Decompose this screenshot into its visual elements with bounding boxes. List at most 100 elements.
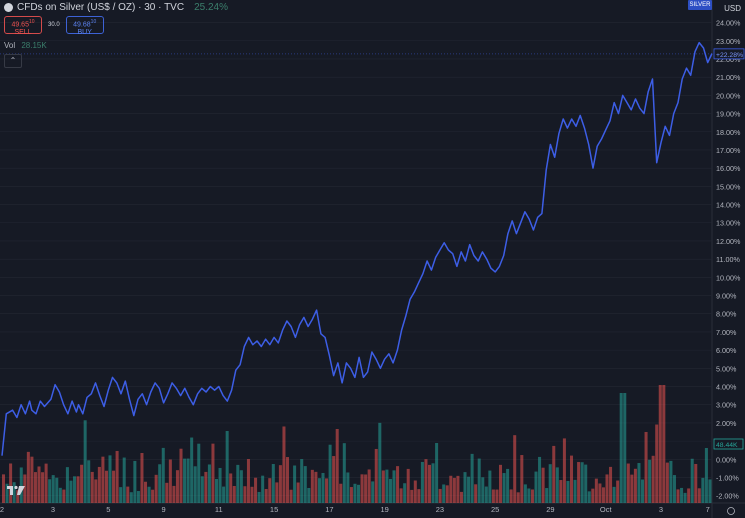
volume-bar bbox=[342, 443, 346, 503]
volume-bar bbox=[48, 479, 52, 503]
chart-legend: CFDs on Silver (US$ / OZ) · 30 · TVC 25.… bbox=[4, 2, 228, 13]
volume-bar bbox=[385, 469, 389, 503]
volume-bar bbox=[428, 464, 432, 503]
volume-bar bbox=[222, 486, 226, 503]
volume-bar bbox=[129, 492, 133, 503]
y-tick-label: 4.00% bbox=[716, 383, 737, 392]
volume-bar bbox=[83, 420, 87, 503]
volume-bar bbox=[16, 490, 20, 503]
volume-bar bbox=[250, 486, 254, 503]
volume-bar bbox=[704, 448, 708, 503]
y-tick-label: 23.00% bbox=[716, 37, 741, 46]
chevron-up-icon[interactable]: ⌃ bbox=[4, 54, 22, 68]
volume-bar bbox=[633, 468, 637, 503]
volume-bar bbox=[33, 472, 37, 503]
volume-bar bbox=[229, 473, 233, 503]
volume-bar bbox=[328, 444, 332, 503]
volume-bar bbox=[136, 491, 140, 503]
volume-bar bbox=[87, 460, 91, 503]
volume-bar bbox=[701, 477, 705, 503]
volume-bar bbox=[523, 484, 527, 503]
volume-bar bbox=[626, 463, 630, 503]
volume-bar bbox=[396, 466, 400, 503]
price-axis bbox=[712, 0, 745, 518]
symbol-title[interactable]: CFDs on Silver (US$ / OZ) · 30 · TVC bbox=[17, 2, 185, 13]
volume-bar bbox=[172, 485, 176, 503]
volume-bar bbox=[168, 459, 172, 503]
volume-label[interactable]: Vol bbox=[4, 41, 16, 50]
volume-bar bbox=[538, 456, 542, 503]
volume-bar bbox=[488, 470, 492, 503]
y-tick-label: 21.00% bbox=[716, 73, 741, 82]
volume-bar bbox=[193, 466, 197, 503]
volume-bar bbox=[388, 478, 392, 503]
volume-bar bbox=[616, 480, 620, 503]
volume-bar bbox=[374, 448, 378, 503]
volume-bar bbox=[516, 492, 520, 503]
volume-bar bbox=[349, 487, 353, 503]
volume-bar bbox=[183, 458, 187, 503]
volume-bar bbox=[26, 451, 30, 503]
volume-bar bbox=[314, 471, 318, 503]
volume-bar bbox=[73, 476, 77, 503]
volume-bar bbox=[690, 458, 694, 503]
spread-value: 30.0 bbox=[48, 22, 60, 28]
currency-label[interactable]: USD bbox=[724, 4, 741, 13]
volume-bar bbox=[271, 464, 275, 503]
volume-bar bbox=[413, 480, 417, 503]
volume-bar bbox=[630, 474, 634, 503]
volume-bar bbox=[200, 476, 204, 503]
volume-bar bbox=[399, 488, 403, 503]
volume-bar bbox=[30, 456, 34, 503]
volume-bar bbox=[570, 455, 574, 503]
y-tick-label: 16.00% bbox=[716, 164, 741, 173]
y-tick-label: 7.00% bbox=[716, 328, 737, 337]
sell-label: SELL bbox=[14, 29, 32, 37]
volume-bar bbox=[683, 492, 687, 503]
x-tick-label: 25 bbox=[491, 505, 499, 514]
volume-bar bbox=[612, 486, 616, 503]
volume-bar bbox=[215, 478, 219, 503]
volume-bar bbox=[484, 486, 488, 503]
volume-bar bbox=[445, 485, 449, 503]
volume-bar bbox=[548, 464, 552, 503]
volume-value: 28.15K bbox=[21, 41, 47, 50]
volume-bar bbox=[406, 468, 410, 503]
price-tag: +22.28% bbox=[716, 52, 743, 59]
volume-bar bbox=[218, 467, 222, 503]
volume-bar bbox=[186, 458, 190, 503]
sell-button[interactable]: 49.6510 SELL bbox=[4, 16, 42, 37]
volume-bar bbox=[417, 489, 421, 503]
volume-bar bbox=[651, 455, 655, 503]
y-tick-label: 24.00% bbox=[716, 19, 741, 28]
buy-button[interactable]: 49.6810 BUY bbox=[65, 16, 104, 36]
volume-bar bbox=[449, 475, 453, 503]
y-tick-label: 14.00% bbox=[716, 201, 741, 210]
volume-bar bbox=[158, 464, 162, 503]
volume-bar bbox=[637, 463, 641, 503]
volume-bar bbox=[452, 477, 456, 503]
volume-bar bbox=[392, 470, 396, 503]
volume-bar bbox=[9, 463, 13, 503]
volume-bar bbox=[502, 473, 506, 503]
y-tick-label: 20.00% bbox=[716, 91, 741, 100]
volume-bar bbox=[97, 466, 101, 503]
volume-bar bbox=[562, 438, 566, 503]
volume-bar bbox=[477, 458, 481, 503]
y-tick-label: 3.00% bbox=[716, 401, 737, 410]
volume-bar bbox=[37, 466, 41, 503]
volume-bar bbox=[527, 488, 531, 503]
volume-bar bbox=[133, 460, 137, 503]
volume-bar bbox=[641, 479, 645, 503]
x-tick-label: 7 bbox=[706, 505, 710, 514]
settings-icon bbox=[727, 507, 735, 515]
volume-bar bbox=[541, 467, 545, 503]
volume-bar bbox=[591, 488, 595, 503]
volume-bar bbox=[509, 489, 513, 503]
volume-bar bbox=[335, 429, 339, 503]
tradingview-logo-icon[interactable] bbox=[6, 484, 26, 496]
volume-bar bbox=[676, 489, 680, 503]
volume-bar bbox=[321, 472, 325, 503]
volume-bar bbox=[55, 477, 59, 503]
